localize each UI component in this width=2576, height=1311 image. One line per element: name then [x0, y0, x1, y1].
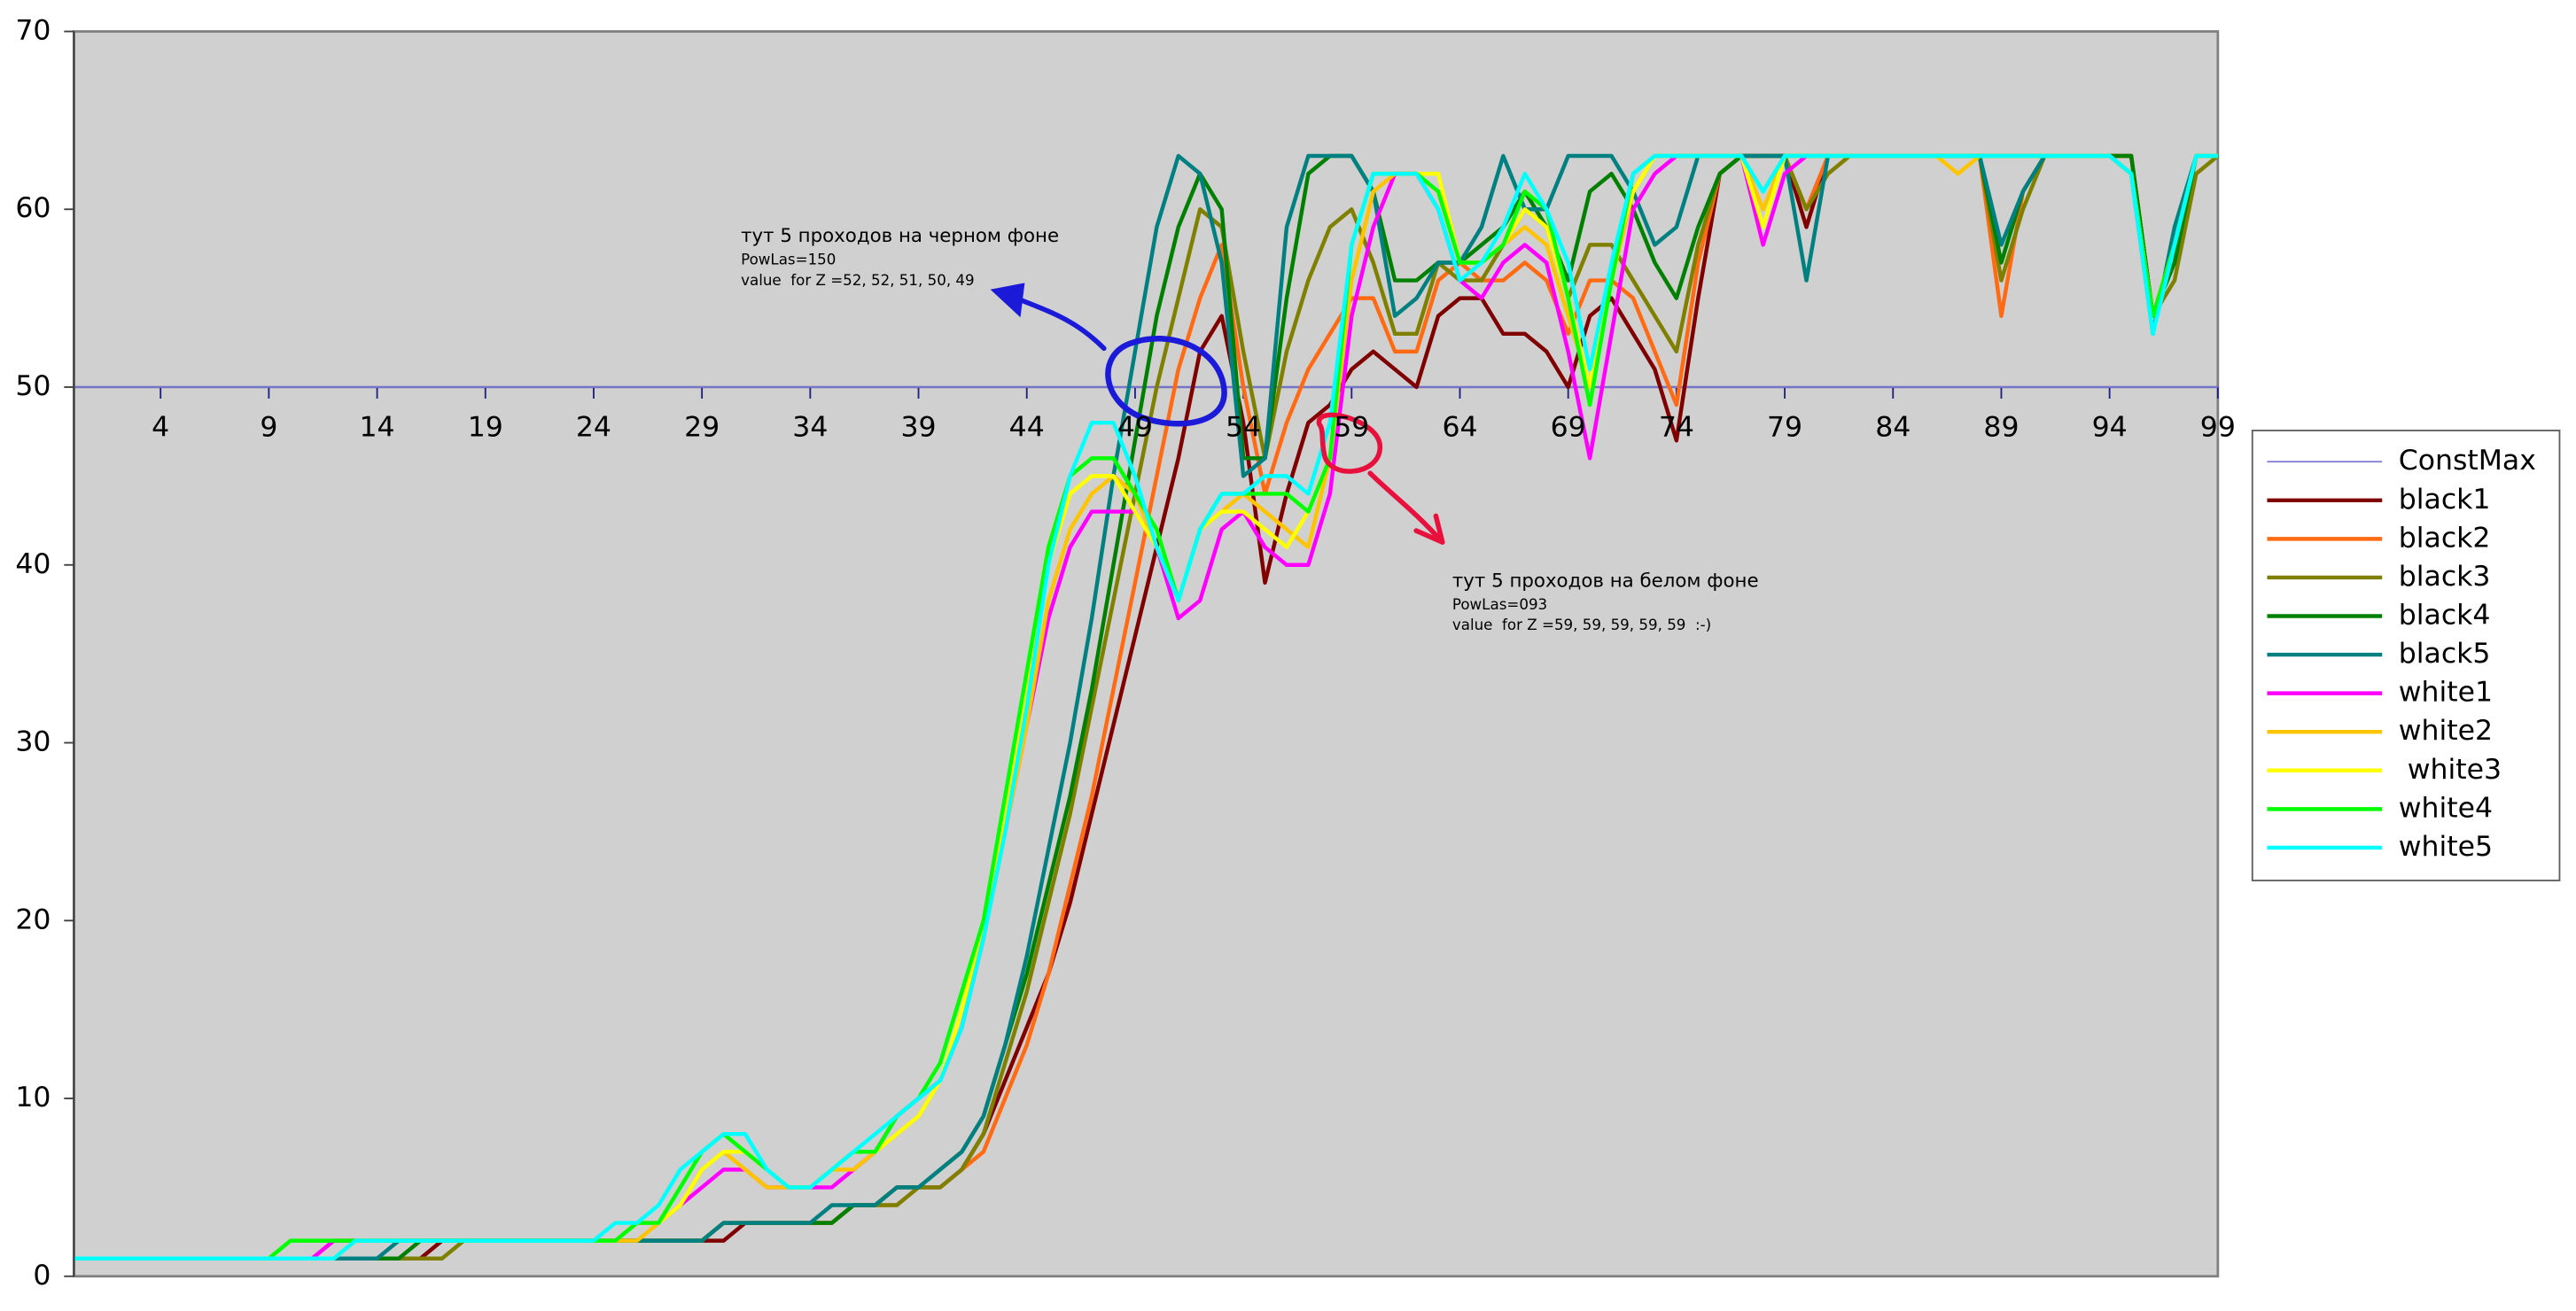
x-tick-label: 4 [152, 411, 169, 443]
x-tick-label: 84 [1875, 411, 1911, 443]
annotation: тут 5 проходов на белом фоне [1452, 570, 1759, 593]
annotation: PowLas=150 [741, 252, 836, 268]
hand-drawing [990, 283, 1445, 545]
plot-area [73, 30, 2220, 1278]
legend-label: ConstMax [2399, 445, 2536, 477]
x-tick-label: 89 [1983, 411, 2019, 443]
x-tick-label: 9 [260, 411, 277, 443]
red-arrowhead [1413, 513, 1445, 545]
x-tick-label: 64 [1442, 411, 1477, 443]
legend-label: black5 [2399, 638, 2491, 670]
legend-label: black2 [2399, 522, 2491, 554]
x-tick-label: 79 [1767, 411, 1802, 443]
red-circle [1316, 412, 1383, 474]
legend-label: black3 [2399, 561, 2491, 593]
annotation: value for Z =59, 59, 59, 59, 59 :-) [1452, 617, 1711, 633]
plot-layer [74, 153, 2220, 1261]
series-line [74, 153, 2218, 1261]
x-tick-label: 29 [684, 411, 720, 443]
legend-label: black4 [2399, 600, 2491, 632]
x-tick-label: 14 [360, 411, 395, 443]
legend-label: white4 [2399, 792, 2493, 824]
y-tick-label: 70 [15, 14, 51, 46]
legend-label: white3 [2399, 754, 2502, 786]
legend-label: white5 [2399, 831, 2493, 863]
y-tick-label: 30 [15, 726, 51, 758]
annotation: PowLas=093 [1452, 596, 1547, 613]
x-tick-label: 24 [576, 411, 611, 443]
y-tick-label: 60 [15, 192, 51, 224]
blue-arrow [1016, 296, 1107, 352]
x-tick-label: 99 [2200, 411, 2236, 443]
x-tick-label: 59 [1334, 411, 1369, 443]
x-tick-label: 49 [1117, 411, 1153, 443]
y-tick-label: 40 [15, 548, 51, 580]
legend-label: white1 [2399, 677, 2493, 709]
blue-circle [1105, 335, 1227, 427]
red-arrow [1367, 470, 1445, 545]
x-tick-label: 69 [1551, 411, 1586, 443]
blue-arrowhead [990, 283, 1025, 318]
annotation: тут 5 проходов на черном фоне [741, 225, 1059, 247]
y-tick-label: 50 [15, 370, 51, 402]
x-tick-label: 34 [792, 411, 828, 443]
annotation: value for Z =52, 52, 51, 50, 49 [741, 272, 975, 289]
x-tick-label: 74 [1659, 411, 1694, 443]
x-tick-label: 44 [1009, 411, 1045, 443]
y-tick-label: 0 [33, 1260, 51, 1292]
legend-label: black1 [2399, 484, 2491, 516]
x-tick-label: 94 [2092, 411, 2128, 443]
x-tick-label: 39 [900, 411, 936, 443]
legend-label: white2 [2399, 715, 2493, 747]
x-tick-label: 54 [1226, 411, 1261, 443]
y-tick-label: 20 [15, 904, 51, 935]
x-tick-label: 19 [468, 411, 503, 443]
y-tick-label: 10 [15, 1082, 51, 1113]
